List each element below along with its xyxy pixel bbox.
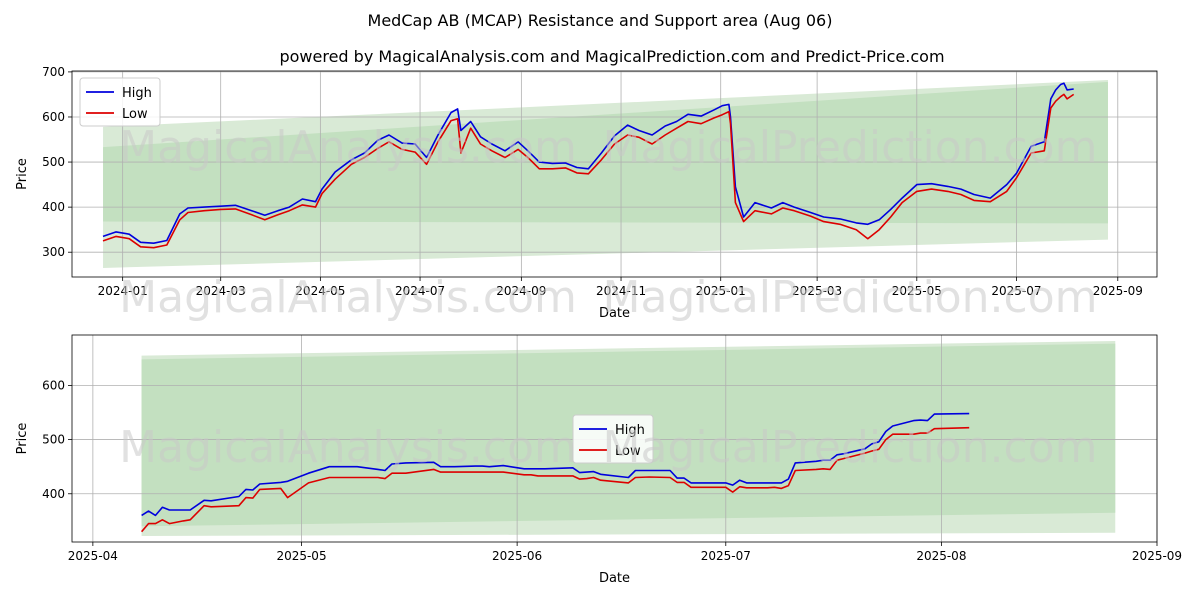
series-line-high — [141, 412, 970, 517]
x-tick-label: 2025-05 — [276, 549, 326, 563]
watermark-left-top: MagicalAnalysis.com — [119, 122, 577, 173]
x-tick-label: 2024-01 — [98, 284, 148, 298]
y-axis-label: Price — [15, 158, 30, 190]
watermark-right-mid: MagicalPrediction.com — [603, 272, 1098, 323]
x-tick-label: 2025-07 — [991, 284, 1041, 298]
legend: High Low — [572, 414, 654, 464]
legend-label-high: High — [615, 423, 645, 438]
y-tick-label: 700 — [42, 65, 65, 79]
plot-frame — [71, 334, 1158, 543]
watermark-right-bottom: MagicalPrediction.com — [603, 422, 1098, 473]
y-axis-label: Price — [15, 423, 30, 455]
legend-box — [572, 414, 654, 464]
x-tick-label: 2025-04 — [68, 549, 118, 563]
x-tick-label: 2025-08 — [916, 549, 966, 563]
x-axis-label: Date — [599, 571, 630, 586]
y-tick-label: 400 — [42, 487, 65, 501]
x-tick-label: 2025-09 — [1093, 284, 1143, 298]
plot-frame — [71, 70, 1158, 278]
legend-label-low: Low — [122, 107, 148, 122]
y-tick-label: 500 — [42, 155, 65, 169]
x-tick-label: 2024-09 — [496, 284, 546, 298]
watermark-left-bottom: MagicalAnalysis.com — [119, 422, 577, 473]
watermark-right-top: MagicalPrediction.com — [603, 122, 1098, 173]
chart-subtitle: powered by MagicalAnalysis.com and Magic… — [279, 47, 944, 66]
y-tick-label: 600 — [42, 378, 65, 392]
series-line-low — [102, 93, 1075, 249]
y-tick-label: 500 — [42, 433, 65, 447]
x-tick-label: 2025-07 — [701, 549, 751, 563]
x-axis-label: Date — [599, 306, 630, 321]
legend-box — [79, 77, 161, 127]
lower-panel: 2025-04 2025-05 2025-06 2025-07 2025-08 2025-… — [15, 334, 1182, 586]
x-tick-label: 2024-05 — [295, 284, 345, 298]
chart-title: MedCap AB (MCAP) Resistance and Support … — [368, 11, 833, 30]
x-tick-label: 2025-03 — [792, 284, 842, 298]
legend-label-high: High — [122, 86, 152, 101]
upper-panel: 2024-01 2024-03 2024-05 2024-07 2024-09 2024-… — [15, 65, 1158, 321]
series-line-low — [140, 426, 970, 533]
x-tick-label: 2025-09 — [1132, 549, 1182, 563]
y-tick-label: 300 — [42, 245, 65, 259]
x-tick-label: 2024-07 — [395, 284, 445, 298]
x-tick-label: 2024-03 — [196, 284, 246, 298]
watermark-left-mid: MagicalAnalysis.com — [119, 272, 577, 323]
legend-label-low: Low — [615, 444, 641, 459]
x-tick-label: 2025-06 — [492, 549, 542, 563]
legend: High Low — [79, 77, 161, 127]
x-tick-label: 2024-11 — [596, 284, 646, 298]
x-tick-label: 2025-01 — [696, 284, 746, 298]
y-tick-label: 600 — [42, 110, 65, 124]
y-tick-label: 400 — [42, 200, 65, 214]
x-tick-label: 2025-05 — [892, 284, 942, 298]
series-line-high — [102, 82, 1074, 244]
